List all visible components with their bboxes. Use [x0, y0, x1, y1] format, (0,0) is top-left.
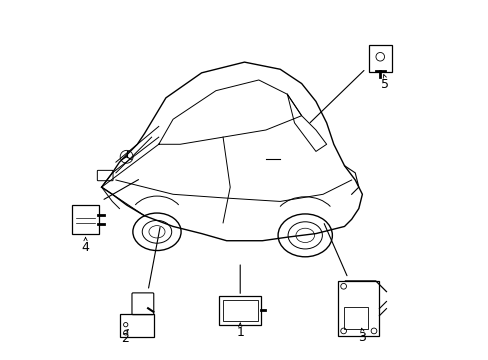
- Bar: [338, 281, 379, 336]
- Text: 5: 5: [380, 78, 388, 91]
- Text: 1: 1: [236, 327, 244, 339]
- Text: 2: 2: [121, 333, 128, 346]
- Bar: [120, 314, 154, 337]
- Text: 3: 3: [358, 332, 366, 345]
- Bar: [343, 307, 367, 329]
- Text: 4: 4: [81, 240, 89, 254]
